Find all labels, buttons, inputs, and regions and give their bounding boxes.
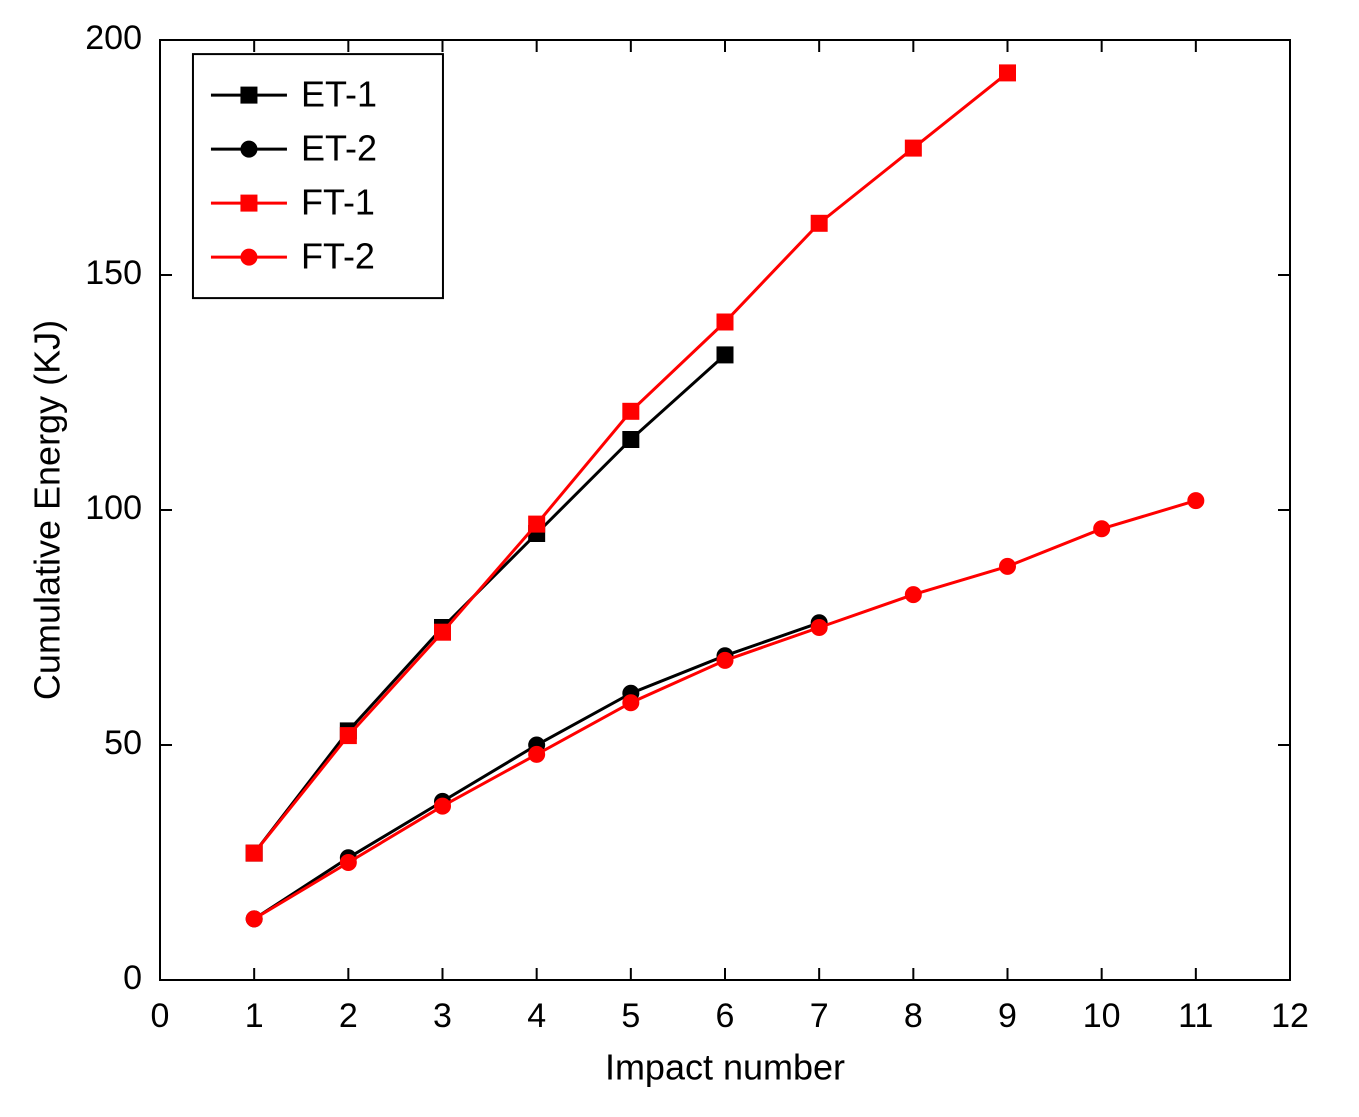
svg-text:Impact number: Impact number: [605, 1047, 845, 1088]
svg-text:FT-2: FT-2: [301, 236, 375, 277]
svg-text:1: 1: [245, 997, 264, 1035]
svg-text:8: 8: [904, 997, 923, 1035]
svg-text:50: 50: [104, 724, 142, 762]
svg-text:10: 10: [1083, 997, 1121, 1035]
chart-container: 0123456789101112050100150200Impact numbe…: [0, 0, 1359, 1117]
svg-text:Cumulative Energy (KJ): Cumulative Energy (KJ): [27, 320, 68, 700]
svg-text:5: 5: [621, 997, 640, 1035]
svg-text:0: 0: [151, 997, 170, 1035]
svg-text:FT-1: FT-1: [301, 182, 375, 223]
svg-text:200: 200: [85, 19, 142, 57]
svg-text:12: 12: [1271, 997, 1309, 1035]
svg-text:ET-1: ET-1: [301, 74, 377, 115]
legend: ET-1 ET-2 FT-1 FT-2: [193, 54, 443, 298]
svg-text:0: 0: [123, 959, 142, 997]
svg-text:ET-2: ET-2: [301, 128, 377, 169]
svg-text:100: 100: [85, 489, 142, 527]
svg-text:150: 150: [85, 254, 142, 292]
svg-text:2: 2: [339, 997, 358, 1035]
line-chart: 0123456789101112050100150200Impact numbe…: [0, 0, 1359, 1117]
svg-text:4: 4: [527, 997, 546, 1035]
svg-text:9: 9: [998, 997, 1017, 1035]
svg-text:6: 6: [716, 997, 735, 1035]
svg-text:11: 11: [1178, 997, 1213, 1035]
svg-text:3: 3: [433, 997, 452, 1035]
svg-text:7: 7: [810, 997, 829, 1035]
